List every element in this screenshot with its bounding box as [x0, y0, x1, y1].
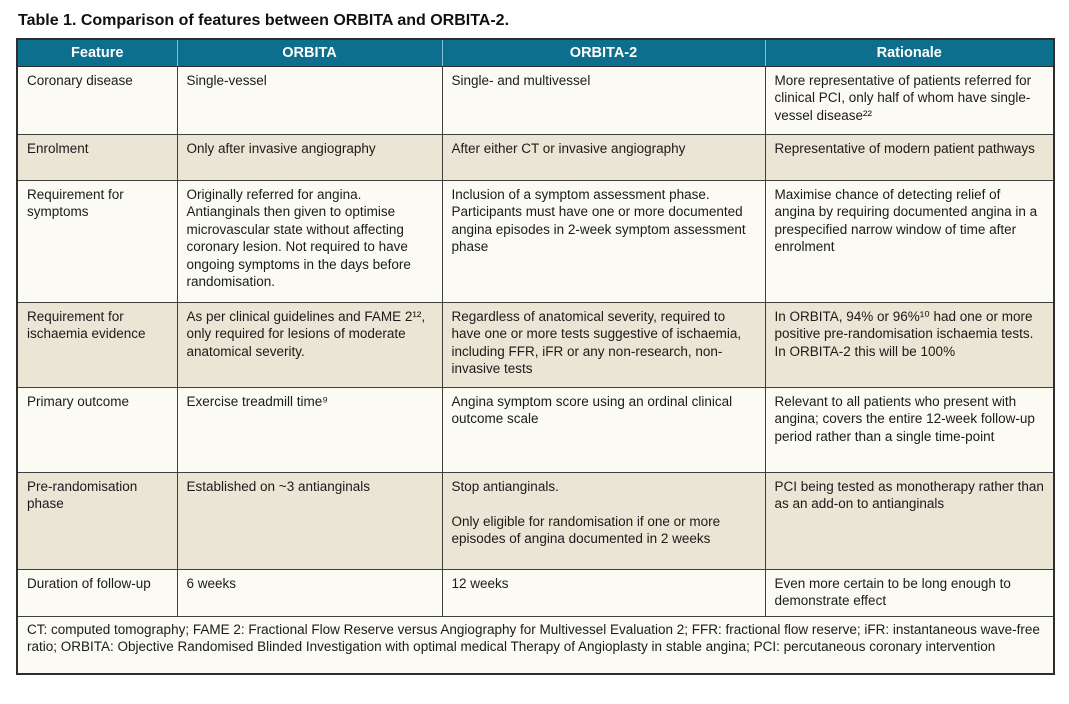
cell-rationale: Maximise chance of detecting relief of a…	[764, 179, 1055, 303]
footnote-row: CT: computed tomography; FAME 2: Fractio…	[16, 615, 1055, 675]
cell-rationale: PCI being tested as monotherapy rather t…	[764, 471, 1055, 570]
cell-orbita2: Stop antianginals. Only eligible for ran…	[441, 471, 766, 570]
cell-rationale: Relevant to all patients who present wit…	[764, 386, 1055, 473]
cell-orbita2: Regardless of anatomical severity, requi…	[441, 301, 766, 388]
cell-feature: Primary outcome	[16, 386, 178, 473]
cell-feature: Duration of follow-up	[16, 568, 178, 617]
cell-feature: Pre-randomisation phase	[16, 471, 178, 570]
header-rationale: Rationale	[765, 39, 1054, 67]
cell-orbita2: Angina symptom score using an ordinal cl…	[441, 386, 766, 473]
cell-orbita2: After either CT or invasive angiography	[441, 133, 766, 181]
header-orbita2: ORBITA-2	[442, 39, 766, 67]
cell-orbita: Originally referred for angina. Antiangi…	[176, 179, 443, 303]
cell-orbita: As per clinical guidelines and FAME 2¹²,…	[176, 301, 443, 388]
table-row: Enrolment Only after invasive angiograph…	[16, 133, 1055, 181]
cell-orbita2: 12 weeks	[441, 568, 766, 617]
cell-orbita: Exercise treadmill time⁹	[176, 386, 443, 473]
table-row: Duration of follow-up 6 weeks 12 weeks E…	[16, 568, 1055, 617]
table-row: Requirement for symptoms Originally refe…	[16, 179, 1055, 303]
cell-orbita2: Inclusion of a symptom assessment phase.…	[441, 179, 766, 303]
cell-rationale: Representative of modern patient pathway…	[764, 133, 1055, 181]
header-feature: Feature	[17, 39, 178, 67]
abbreviations-footnote: CT: computed tomography; FAME 2: Fractio…	[16, 615, 1055, 675]
cell-rationale: Even more certain to be long enough to d…	[764, 568, 1055, 617]
cell-rationale: In ORBITA, 94% or 96%¹⁰ had one or more …	[764, 301, 1055, 388]
cell-feature: Enrolment	[16, 133, 178, 181]
cell-orbita: Only after invasive angiography	[176, 133, 443, 181]
table-row: Coronary disease Single-vessel Single- a…	[16, 65, 1055, 135]
table-title: Table 1. Comparison of features between …	[18, 12, 510, 29]
table-row: Pre-randomisation phase Established on ~…	[16, 471, 1055, 570]
table-row: Primary outcome Exercise treadmill time⁹…	[16, 386, 1055, 473]
cell-orbita: Established on ~3 antianginals	[176, 471, 443, 570]
cell-feature: Requirement for symptoms	[16, 179, 178, 303]
cell-feature: Requirement for ischaemia evidence	[16, 301, 178, 388]
header-row: Feature ORBITA ORBITA-2 Rationale	[17, 39, 1054, 67]
comparison-table: Feature ORBITA ORBITA-2 Rationale Corona…	[16, 38, 1055, 675]
cell-feature: Coronary disease	[16, 65, 178, 135]
cell-orbita: 6 weeks	[176, 568, 443, 617]
cell-orbita: Single-vessel	[176, 65, 443, 135]
table-row: Requirement for ischaemia evidence As pe…	[16, 301, 1055, 388]
header-orbita: ORBITA	[177, 39, 443, 67]
cell-orbita2: Single- and multivessel	[441, 65, 766, 135]
cell-rationale: More representative of patients referred…	[764, 65, 1055, 135]
